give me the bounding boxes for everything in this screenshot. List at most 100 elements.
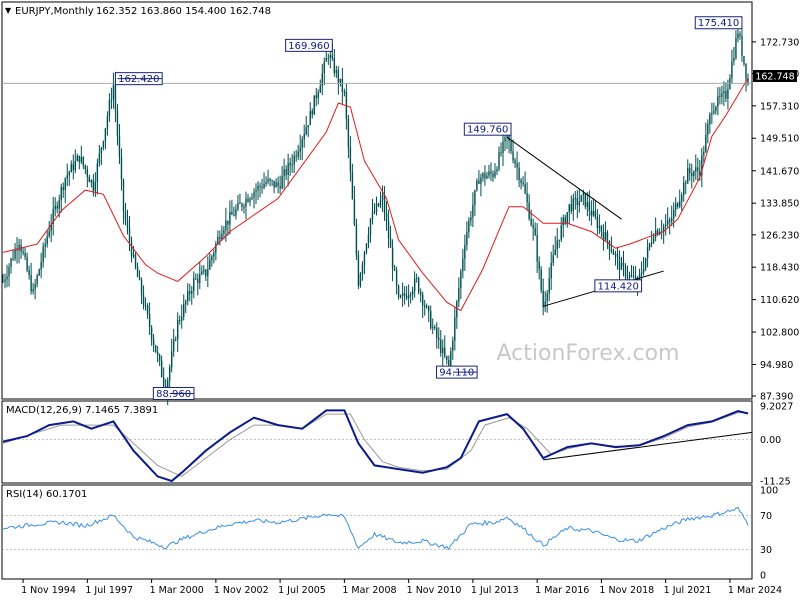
candle-body: [199, 274, 201, 284]
candle-body: [10, 258, 12, 267]
candle-body: [134, 254, 137, 267]
candle-body: [626, 277, 629, 279]
candle-body: [365, 243, 368, 253]
candle-body: [150, 327, 153, 340]
candle-body: [2, 281, 4, 283]
candle-body: [28, 270, 30, 276]
candle-body: [552, 255, 554, 263]
candle-body: [128, 227, 131, 242]
candle-body: [146, 305, 149, 315]
candle-body: [231, 211, 233, 215]
time-axis-label: 1 Nov 1994: [21, 585, 76, 596]
candle-body: [620, 262, 623, 270]
candle-body: [118, 136, 121, 157]
candle-body: [389, 238, 392, 248]
candle-body: [648, 243, 651, 248]
candle-body: [144, 305, 147, 307]
candle-body: [454, 317, 456, 341]
candle-body: [138, 276, 141, 280]
candle-body: [652, 237, 655, 243]
dropdown-triangle-icon[interactable]: ▼: [5, 6, 12, 15]
candle-body: [415, 278, 418, 280]
candle-body: [524, 184, 526, 194]
candle-body: [369, 219, 372, 235]
candle-body: [277, 182, 279, 187]
candle-body: [295, 155, 297, 157]
candle-body: [251, 197, 253, 199]
candle-body: [642, 268, 645, 273]
candle-body: [345, 91, 348, 119]
candle-body: [498, 152, 500, 170]
candle-body: [578, 201, 581, 206]
candle-body: [598, 226, 601, 228]
candle-body: [156, 352, 159, 355]
candle-body: [397, 285, 400, 297]
candle-body: [417, 278, 420, 293]
candle-body: [490, 171, 492, 174]
candle-body: [476, 180, 478, 191]
candle-body: [679, 201, 681, 207]
candle-body: [737, 33, 739, 39]
candle-body: [650, 242, 653, 244]
candle-body: [223, 230, 225, 234]
price-axis-label: 102.800: [760, 328, 799, 339]
candle-body: [36, 275, 38, 285]
price-axis-label: 133.850: [760, 199, 799, 210]
candle-body: [638, 274, 641, 279]
candle-body: [560, 225, 562, 240]
current-price-label: 162.748: [755, 72, 794, 83]
candle-body: [4, 279, 6, 282]
candle-body: [604, 232, 607, 240]
candle-body: [126, 220, 129, 228]
candle-body: [544, 301, 546, 308]
candle-body: [616, 254, 619, 257]
candle-body: [50, 224, 52, 231]
candle-body: [271, 180, 273, 182]
candle-body: [395, 270, 398, 286]
candle-body: [179, 320, 181, 322]
rsi-panel[interactable]: [1, 484, 753, 580]
candle-body: [74, 160, 76, 171]
candle-body: [317, 92, 319, 99]
moving-average-line: [2, 77, 749, 312]
candle-body: [120, 156, 123, 180]
candle-body: [32, 289, 34, 292]
current-price-box: [753, 70, 797, 82]
candle-body: [502, 141, 504, 154]
candle-body: [333, 57, 336, 73]
candle-body: [329, 55, 332, 58]
candle-body: [16, 249, 18, 251]
candle-body: [325, 58, 328, 62]
price-panel[interactable]: [1, 1, 753, 400]
candle-body: [646, 247, 649, 258]
candle-body: [98, 153, 101, 164]
candle-body: [361, 264, 364, 275]
candle-body: [470, 217, 472, 221]
candle-body: [622, 262, 625, 267]
candle-body: [403, 293, 406, 296]
candle-body: [614, 254, 617, 256]
macd-panel[interactable]: [1, 400, 753, 484]
candle-body: [510, 141, 512, 152]
macd-axis-label: 9.2027: [760, 401, 793, 412]
candle-body: [64, 178, 66, 191]
candle-body: [731, 61, 733, 79]
candle-body: [106, 116, 109, 129]
candle-body: [363, 252, 366, 265]
price-axis-label: 157.310: [760, 101, 799, 112]
candle-body: [371, 211, 374, 220]
candle-body: [287, 162, 289, 175]
candle-body: [355, 224, 358, 256]
candle-body: [18, 244, 20, 251]
price-label: 114.420: [598, 281, 639, 292]
candle-body: [337, 70, 340, 83]
candle-body: [442, 347, 444, 354]
candle-body: [6, 276, 8, 280]
candle-body: [568, 204, 570, 213]
candle-body: [630, 274, 633, 277]
candle-body: [419, 292, 422, 295]
candle-body: [168, 367, 171, 381]
candle-body: [102, 141, 105, 148]
rsi-axis-label: 100: [760, 486, 778, 497]
